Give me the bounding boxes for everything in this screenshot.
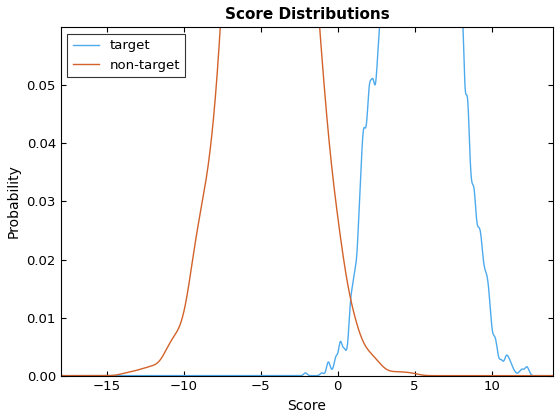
target [268, 373, 274, 378]
Y-axis label: Probability: Probability [7, 165, 21, 239]
non-target [57, 373, 64, 378]
non-target [487, 373, 494, 378]
non-target [143, 365, 150, 370]
Title: Score Distributions: Score Distributions [225, 7, 389, 22]
target [246, 373, 253, 378]
non-target [114, 373, 120, 378]
Line: target: target [60, 0, 553, 375]
X-axis label: Score: Score [287, 399, 326, 413]
target [143, 373, 150, 378]
target [487, 309, 494, 314]
Legend: target, non-target: target, non-target [67, 34, 185, 77]
target [57, 373, 64, 378]
Line: non-target: non-target [60, 0, 553, 375]
target [550, 373, 557, 378]
target [540, 373, 547, 378]
target [114, 373, 120, 378]
non-target [540, 373, 547, 378]
non-target [550, 373, 557, 378]
